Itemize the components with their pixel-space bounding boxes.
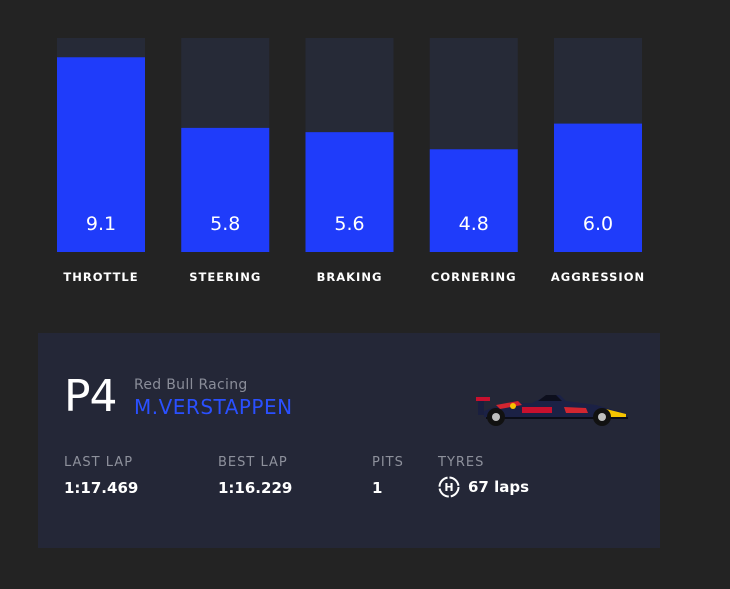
pits-stat: PITS 1: [372, 455, 404, 497]
best-lap-label: BEST LAP: [218, 455, 288, 470]
race-position: P4: [64, 371, 118, 422]
last-lap-label: LAST LAP: [64, 455, 134, 470]
tyre-laps: 67 laps: [468, 478, 530, 496]
red-bull-f1-car-icon: [476, 395, 628, 426]
hard-tyre-icon: H: [438, 476, 460, 498]
bar-cornering: [429, 149, 518, 252]
bar-braking: [305, 132, 394, 252]
bar-value-cornering: 4.8: [459, 213, 489, 235]
best-lap-value: 1:16.229: [218, 479, 293, 497]
bar-label-steering: STEERING: [189, 270, 261, 284]
bar-value-steering: 5.8: [210, 213, 240, 235]
bar-label-cornering: CORNERING: [431, 270, 517, 284]
driver-name: M.VERSTAPPEN: [134, 395, 293, 419]
bar-aggression: [554, 123, 642, 252]
tyres-label: TYRES: [438, 455, 485, 470]
team-name: Red Bull Racing: [134, 377, 248, 393]
tyres-stat: TYRES H 67 laps: [438, 455, 529, 498]
bar-label-aggression: AGGRESSION: [551, 270, 645, 284]
tyre-compound-letter: H: [444, 481, 453, 494]
tyres-value: H 67 laps: [438, 476, 529, 498]
bar-value-throttle: 9.1: [86, 213, 116, 235]
driver-attributes-chart: 9.1 THROTTLE 5.8 STEERING 5.6 BRAKING 4.8 CORNE…: [57, 38, 645, 284]
last-lap-value: 1:17.469: [64, 479, 139, 497]
pits-value: 1: [372, 479, 383, 497]
last-lap-stat: LAST LAP 1:17.469: [64, 455, 138, 497]
bar-value-aggression: 6.0: [583, 213, 613, 235]
best-lap-stat: BEST LAP 1:16.229: [218, 455, 292, 497]
bar-steering: [181, 127, 270, 252]
bar-label-throttle: THROTTLE: [63, 270, 138, 284]
bar-label-braking: BRAKING: [317, 270, 383, 284]
bar-value-braking: 5.6: [334, 213, 364, 235]
driver-card: P4 Red Bull Racing M.VERSTAPPEN LAST LAP…: [38, 333, 660, 548]
bar-throttle: [57, 57, 145, 253]
pits-label: PITS: [372, 455, 404, 470]
